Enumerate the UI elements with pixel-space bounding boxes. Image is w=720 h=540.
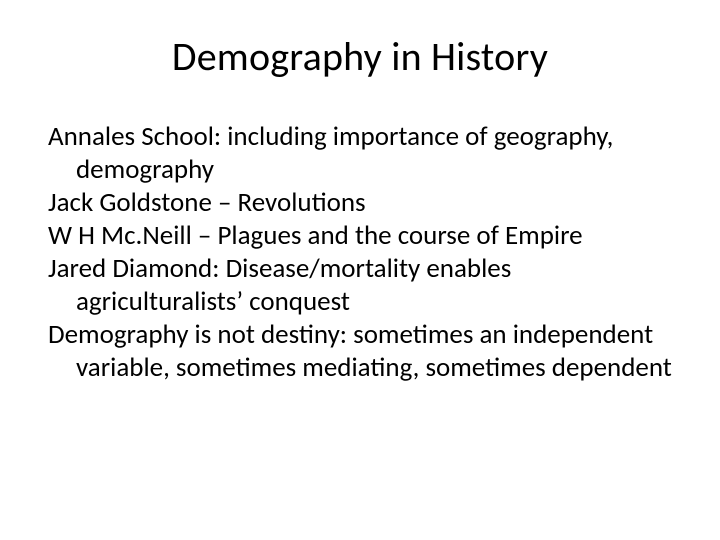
slide-title: Demography in History xyxy=(48,32,672,81)
body-paragraph: Jared Diamond: Disease/mortality enables… xyxy=(48,253,672,319)
slide: Demography in History Annales School: in… xyxy=(0,0,720,540)
slide-body: Annales School: including importance of … xyxy=(48,121,672,385)
body-paragraph: Demography is not destiny: sometimes an … xyxy=(48,319,672,385)
body-paragraph: Annales School: including importance of … xyxy=(48,121,672,187)
body-paragraph: Jack Goldstone – Revolutions xyxy=(48,187,672,220)
body-paragraph: W H Mc.Neill – Plagues and the course of… xyxy=(48,220,672,253)
